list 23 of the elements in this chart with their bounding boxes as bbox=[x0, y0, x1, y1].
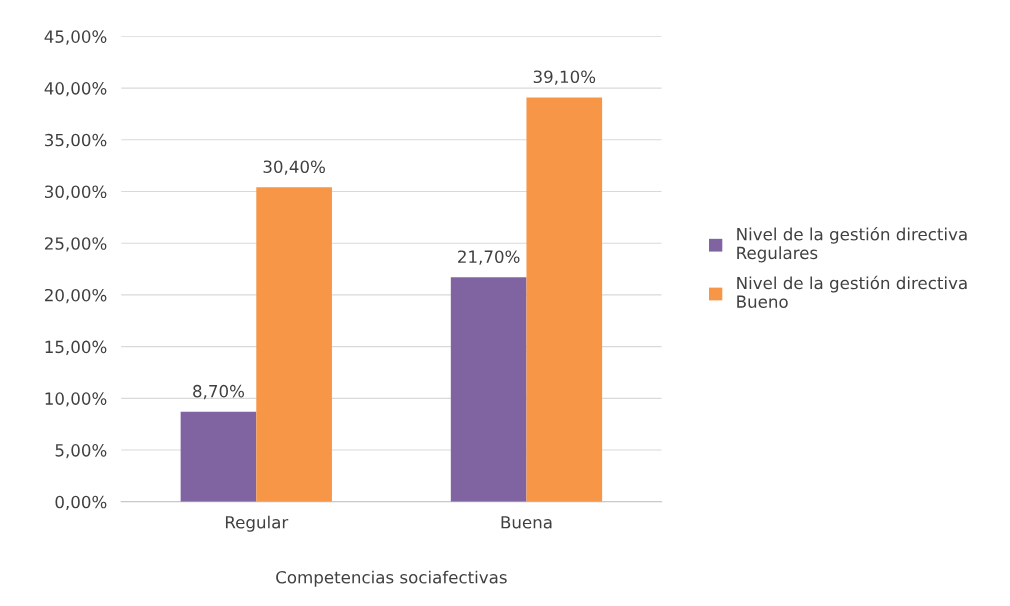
x-tick-label: Buena bbox=[501, 516, 552, 529]
y-tick-label: 35,00% bbox=[45, 133, 107, 149]
data-label: 30,40% bbox=[263, 160, 325, 175]
legend-label: Nivel de la gestión directiva Regulares bbox=[737, 226, 967, 263]
x-axis-title: Competencias sociafectivas bbox=[276, 570, 507, 587]
y-tick-label: 20,00% bbox=[44, 288, 107, 304]
bar bbox=[180, 411, 257, 502]
data-label: 39,10% bbox=[533, 70, 596, 85]
legend-label: Nivel de la gestión directiva Bueno bbox=[737, 275, 967, 308]
data-label: 21,70% bbox=[458, 250, 520, 265]
y-tick-label: 45,00% bbox=[44, 30, 107, 45]
y-tick-label: 0,00% bbox=[55, 495, 107, 511]
y-tick-label: 30,00% bbox=[45, 185, 107, 200]
y-tick-label: 25,00% bbox=[44, 237, 107, 252]
x-tick-label: Regular bbox=[225, 515, 289, 532]
bar bbox=[450, 277, 527, 502]
bar bbox=[526, 97, 603, 502]
y-tick-label: 10,00% bbox=[45, 392, 107, 407]
y-tick-label: 5,00% bbox=[55, 444, 107, 459]
y-tick-label: 40,00% bbox=[44, 82, 107, 97]
bar bbox=[256, 187, 332, 502]
data-label: 8,70% bbox=[193, 384, 245, 400]
y-tick-label: 15,00% bbox=[45, 340, 107, 355]
